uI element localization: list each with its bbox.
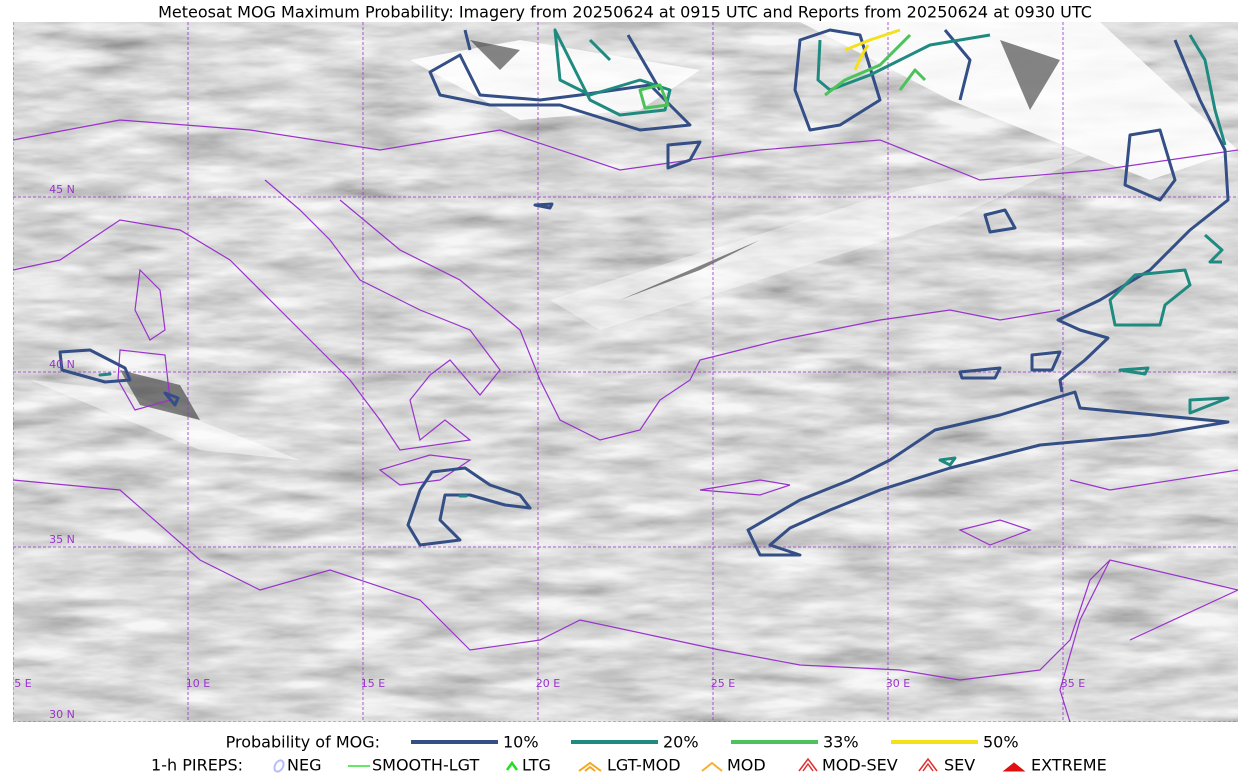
legend-heading: Probability of MOG:: [226, 733, 380, 752]
lat-label: 35 N: [49, 533, 75, 546]
legend-label: LGT-MOD: [607, 756, 681, 775]
graticule: [13, 22, 1238, 722]
coastlines: [13, 119, 1238, 722]
legend-label: 50%: [983, 733, 1019, 752]
icon-mod-sev: [798, 757, 818, 772]
geo-labels: 5 E 10 E 15 E 20 E 25 E 30 E 35 E 45 N 40 N 35 N 3…: [14, 183, 1085, 721]
legend-label: 33%: [823, 733, 859, 752]
lat-label: 45 N: [49, 183, 75, 196]
lon-label: 20 E: [536, 677, 560, 690]
legend-label: NEG: [287, 756, 321, 775]
legend-label: SEV: [944, 756, 975, 775]
legend-label: MOD: [727, 756, 766, 775]
contours: [58, 28, 1230, 557]
lon-label: 25 E: [711, 677, 735, 690]
legend-label: SMOOTH-LGT: [372, 756, 479, 775]
legend-label: EXTREME: [1031, 756, 1107, 775]
legend-label: LTG: [522, 756, 551, 775]
legend-heading: 1-h PIREPS:: [151, 756, 243, 775]
icon-mod: [701, 761, 723, 772]
lat-label: 40 N: [49, 358, 75, 371]
title: Meteosat MOG Maximum Probability: Imager…: [158, 3, 1092, 22]
icon-lgt-mod: [578, 761, 602, 772]
lon-label: 5 E: [14, 677, 31, 690]
icon-neg: [273, 759, 285, 773]
legend-label: MOD-SEV: [822, 756, 898, 775]
lon-label: 35 E: [1061, 677, 1085, 690]
lon-label: 10 E: [186, 677, 210, 690]
legend-label: 10%: [503, 733, 539, 752]
lon-label: 15 E: [361, 677, 385, 690]
legend: Probability of MOG: 10% 20% 33% 50% 1-h PIREP…: [151, 733, 1107, 775]
lat-label: 30 N: [49, 708, 75, 721]
legend-label: 20%: [663, 733, 699, 752]
lon-label: 30 E: [886, 677, 910, 690]
map: 5 E 10 E 15 E 20 E 25 E 30 E 35 E 45 N 40 N 35 N 3…: [13, 22, 1238, 722]
icon-ltg: [505, 760, 519, 771]
icon-extreme: [1002, 762, 1026, 772]
icon-sev: [918, 757, 938, 772]
dark-bands: [120, 40, 1060, 420]
